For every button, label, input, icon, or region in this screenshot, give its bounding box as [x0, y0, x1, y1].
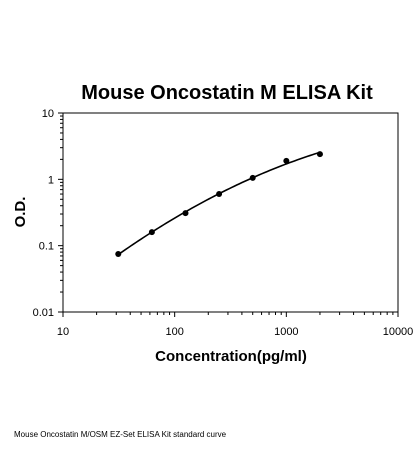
data-point — [216, 191, 223, 198]
caption: Mouse Oncostatin M/OSM EZ-Set ELISA Kit … — [14, 430, 227, 439]
data-point — [249, 174, 256, 181]
y-tick-label: 10 — [42, 108, 54, 120]
data-point — [182, 210, 189, 217]
x-tick-label: 100 — [165, 326, 183, 338]
y-axis-label: O.D. — [12, 197, 29, 228]
data-points — [115, 151, 323, 257]
data-point — [283, 157, 290, 164]
chart-title: Mouse Oncostatin M ELISA Kit — [81, 82, 373, 104]
x-tick-label: 10000 — [383, 326, 414, 338]
data-point — [148, 229, 155, 236]
x-axis-label: Concentration(pg/ml) — [155, 348, 307, 365]
data-point — [316, 151, 323, 158]
tick-marks — [58, 112, 399, 317]
tick-labels: 10 100 1000 10000 0.01 0.1 1 10 — [33, 108, 414, 338]
fit-curve-group — [117, 151, 321, 256]
plot-area — [62, 112, 399, 313]
data-point — [115, 250, 122, 257]
plot-frame — [62, 112, 399, 313]
y-tick-label: 0.01 — [33, 307, 54, 319]
y-tick-label: 0.1 — [39, 241, 54, 253]
fit-curve — [117, 151, 321, 256]
x-tick-label: 1000 — [274, 326, 298, 338]
x-tick-label: 10 — [57, 326, 69, 338]
y-tick-label: 1 — [48, 174, 54, 186]
